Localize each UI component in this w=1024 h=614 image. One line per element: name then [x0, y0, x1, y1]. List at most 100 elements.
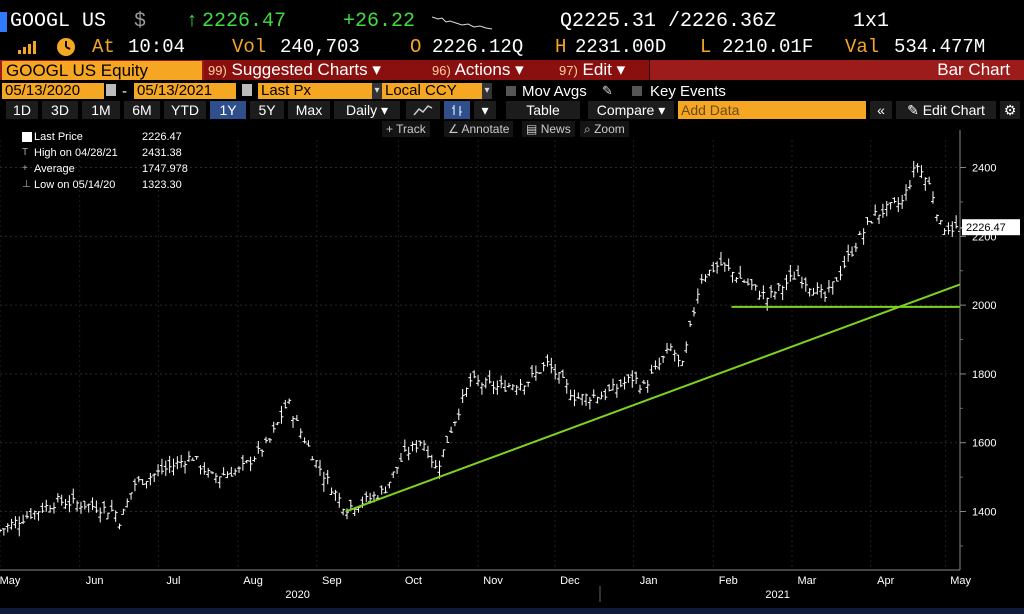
- chevron-down-icon: ▾: [380, 102, 389, 118]
- pencil-icon: ✎: [907, 102, 919, 118]
- ohlc-bar: [638, 384, 642, 394]
- frequency-select[interactable]: Daily ▾: [334, 101, 400, 119]
- ohlc-bar: [136, 475, 141, 483]
- period-ytd[interactable]: YTD: [164, 101, 206, 119]
- chevron-down-icon[interactable]: ▾: [474, 101, 496, 119]
- legend-label: Last Price: [34, 131, 83, 143]
- ohlc-bar: [179, 454, 184, 468]
- legend-value: 2431.38: [142, 147, 182, 159]
- ohlc-bar: [159, 458, 164, 475]
- ohlc-bar: [857, 231, 862, 236]
- ohlc-bar: [21, 514, 26, 525]
- open-flag: Q: [511, 36, 524, 58]
- low-marker-icon: ⊥: [22, 179, 31, 190]
- ohlc-bar: [506, 382, 511, 388]
- bar-chart-icon[interactable]: [444, 101, 470, 119]
- currency-select[interactable]: Local CCY: [382, 83, 484, 99]
- ticker[interactable]: GOOGL US: [10, 10, 107, 33]
- ohlc-bar: [819, 284, 824, 299]
- chevron-down-icon[interactable]: ▾: [482, 83, 492, 99]
- calendar-icon[interactable]: [242, 84, 252, 96]
- ohlc-bar: [429, 454, 434, 468]
- period-max[interactable]: Max: [288, 101, 330, 119]
- add-data-input[interactable]: Add Data: [678, 101, 866, 119]
- annotate-tool[interactable]: ∠ Annotate: [444, 121, 514, 137]
- chevron-down-icon: ▾: [372, 60, 381, 79]
- period-3d[interactable]: 3D: [42, 101, 78, 119]
- track-tool[interactable]: + Track: [382, 121, 430, 137]
- x-month-label: Apr: [877, 575, 894, 587]
- ohlc-bar: [121, 508, 126, 515]
- x-month-label: Dec: [560, 575, 580, 587]
- ohlc-bar: [749, 279, 754, 290]
- period-5y[interactable]: 5Y: [250, 101, 284, 119]
- start-date-field[interactable]: 05/13/2020: [2, 83, 104, 99]
- ohlc-bar: [13, 516, 18, 529]
- end-date-field[interactable]: 05/13/2021: [134, 83, 236, 99]
- calendar-icon[interactable]: [106, 84, 116, 96]
- edit-chart-button[interactable]: ✎ Edit Chart: [896, 101, 996, 119]
- x-month-label: Aug: [243, 575, 263, 587]
- table-button[interactable]: Table: [506, 101, 580, 119]
- ohlc-bar: [341, 508, 346, 516]
- chevron-down-icon[interactable]: ▾: [372, 83, 382, 99]
- ohlc-bar: [850, 246, 855, 257]
- ohlc-bar: [572, 389, 577, 407]
- x-month-label: Feb: [719, 575, 738, 587]
- suggested-charts-button[interactable]: 99) Suggested Charts ▾: [204, 60, 431, 80]
- ohlc-bar: [202, 462, 207, 475]
- compare-select[interactable]: Compare ▾: [588, 101, 674, 119]
- low-price: 2210.01: [722, 36, 802, 58]
- ohlc-bar: [715, 261, 720, 274]
- ohlc-bar: [580, 393, 585, 406]
- collapse-icon[interactable]: «: [870, 101, 892, 119]
- ohlc-bar: [765, 297, 770, 311]
- price-field-select[interactable]: Last Px: [258, 83, 374, 99]
- period-1y[interactable]: 1Y: [210, 101, 246, 119]
- ohlc-bar: [102, 500, 107, 514]
- period-1d[interactable]: 1D: [6, 101, 38, 119]
- ohlc-bar: [9, 518, 14, 530]
- ohlc-bar: [256, 440, 261, 454]
- ohlc-bar: [452, 421, 457, 427]
- ohlc-bar: [476, 374, 481, 386]
- ohlc-bar: [688, 320, 693, 328]
- ohlc-bar: [445, 435, 450, 443]
- ohlc-bar: [657, 357, 662, 371]
- actions-button[interactable]: 96) Actions ▾: [428, 60, 557, 80]
- x-month-label: May: [0, 575, 21, 587]
- zoom-tool[interactable]: ⌕ Zoom: [580, 121, 629, 137]
- ohlc-bar: [830, 281, 835, 295]
- mov-avgs-checkbox[interactable]: [506, 86, 516, 96]
- ohlc-bar: [915, 163, 920, 173]
- y-tick-label: 1600: [972, 438, 996, 450]
- pencil-icon[interactable]: ✎: [602, 83, 613, 98]
- ohlc-bar: [291, 416, 296, 428]
- legend-swatch: [22, 132, 32, 142]
- legend-value: 1747.978: [142, 163, 188, 175]
- chart-tools: + Track ∠ Annotate ▤ News ⌕ Zoom: [0, 121, 1024, 137]
- ohlc-bar: [518, 379, 523, 391]
- ohlc-bar: [614, 383, 619, 398]
- ohlc-bar: [410, 441, 415, 452]
- line-chart-icon[interactable]: [406, 101, 440, 119]
- ohlc-bar: [645, 380, 650, 393]
- news-icon: ▤: [526, 122, 538, 136]
- gear-icon[interactable]: ⚙: [1000, 101, 1020, 119]
- ohlc-bar: [707, 269, 712, 277]
- key-events-checkbox[interactable]: [632, 86, 642, 96]
- ohlc-bar: [695, 288, 700, 304]
- ohlc-bar: [190, 457, 195, 461]
- ohlc-bar: [94, 500, 99, 513]
- period-6m[interactable]: 6M: [124, 101, 160, 119]
- edit-button[interactable]: 97) Edit ▾: [555, 60, 650, 80]
- security-field[interactable]: GOOGL US Equity: [2, 61, 202, 80]
- news-tool[interactable]: ▤ News: [522, 121, 575, 137]
- x-month-label: May: [950, 575, 971, 587]
- x-year-label: 2020: [285, 589, 309, 601]
- ohlc-bar: [306, 440, 311, 447]
- period-1m[interactable]: 1M: [82, 101, 120, 119]
- ohlc-bar: [672, 349, 677, 362]
- ohlc-bar: [395, 466, 400, 474]
